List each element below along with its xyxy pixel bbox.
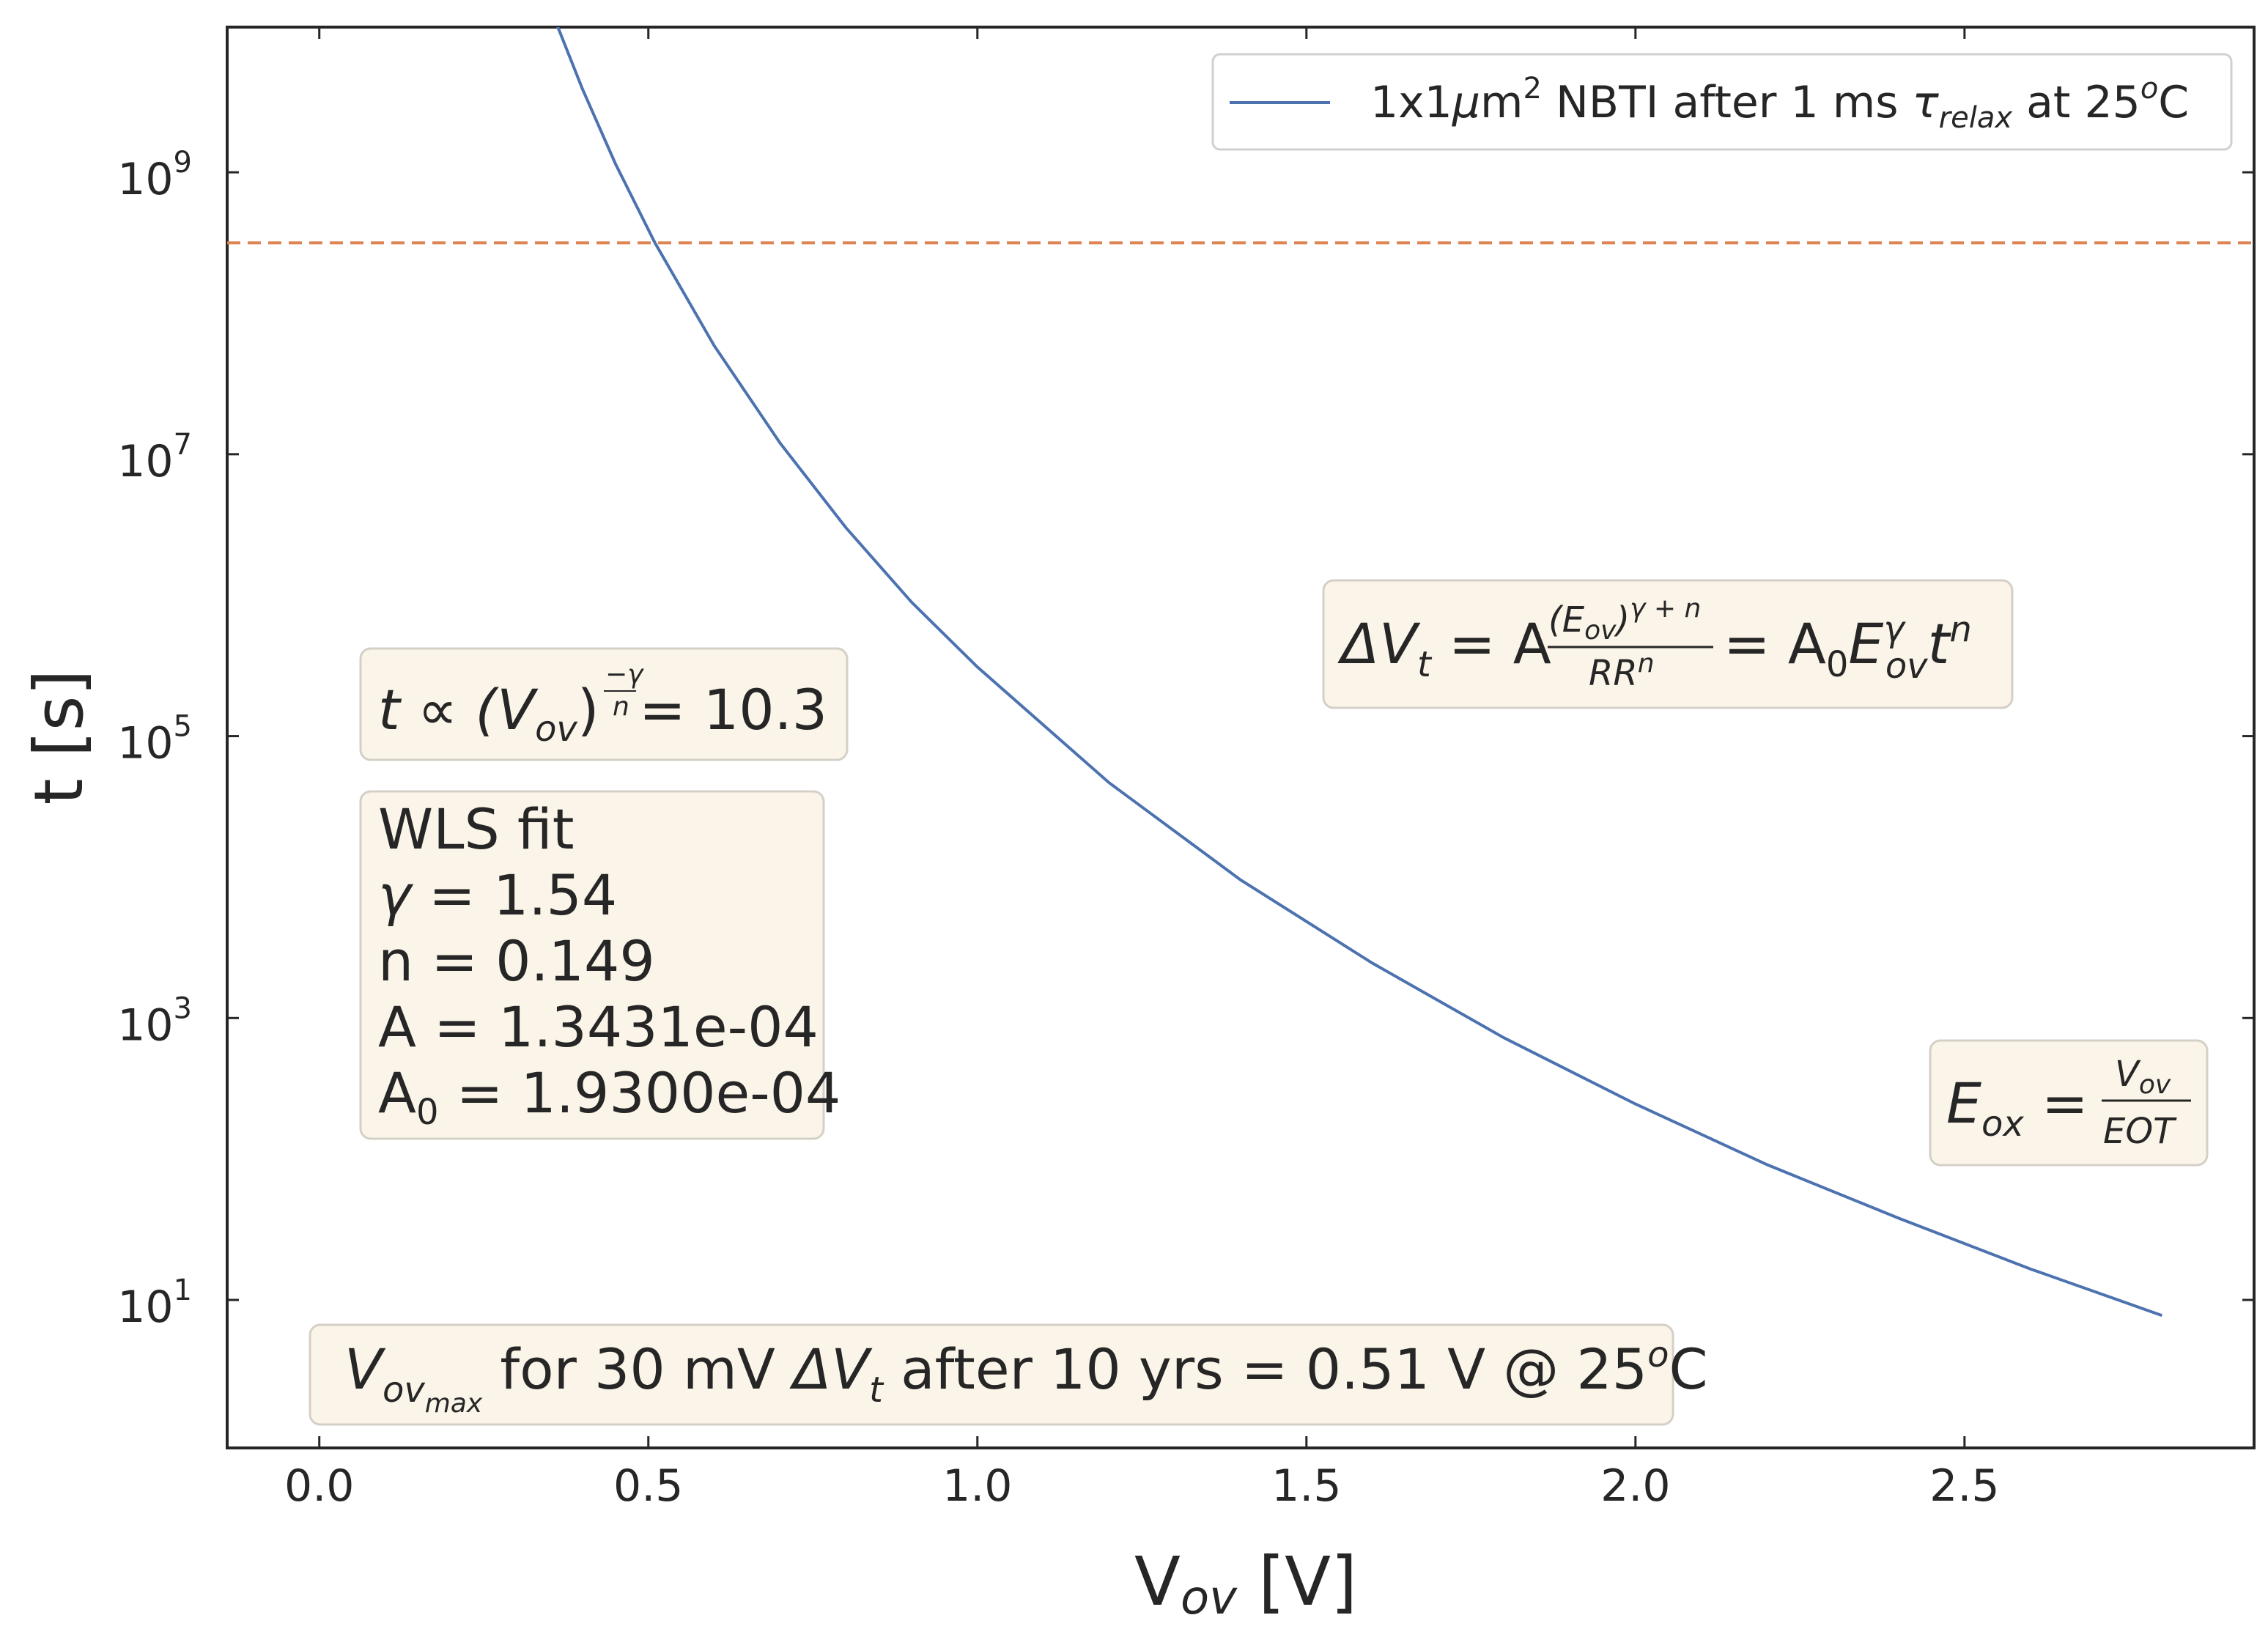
- legend-label: 1x1μm2 NBTI after 1 ms τrelax at 25oC: [1370, 72, 2189, 135]
- x-tick-label: 2.5: [1929, 1460, 1999, 1512]
- eox-numerator: Vov: [2115, 1054, 2171, 1100]
- proportional-exponent-denominator: n: [613, 692, 629, 722]
- proportional-box: t ∝ (Vov) −γ n = 10.3: [359, 647, 849, 761]
- delta-vt-formula-box: ΔVt = A (Eov)γ + n RRn = A0Eγ ovtn: [1322, 579, 2014, 709]
- fit-n: n = 0.149: [378, 928, 655, 994]
- delta-vt-numerator: (Eov)γ + n: [1548, 594, 1701, 646]
- vov-max-text: Vovmax for 30 mV ΔVt after 10 yrs = 0.51…: [344, 1334, 1708, 1419]
- x-tick-label: 2.0: [1600, 1460, 1670, 1512]
- x-tick-label: 0.0: [284, 1460, 354, 1512]
- delta-vt-formula: ΔVt = A: [1337, 611, 1551, 685]
- y-tick-label: 105: [117, 710, 192, 769]
- y-axis-ticks: 101 103 105 107 109: [117, 146, 2254, 1333]
- proportional-formula: t ∝ (Vov): [378, 677, 599, 750]
- plot-frame: [226, 26, 2256, 1449]
- eox-formula-box: Eox = Vov EOT: [1929, 1039, 2209, 1167]
- proportional-value: = 10.3: [639, 677, 827, 742]
- y-tick-label: 107: [117, 428, 192, 487]
- x-axis-title: Vov [V]: [1134, 1542, 1357, 1625]
- delta-vt-rhs: = A0Eγ ovtn: [1724, 609, 1972, 687]
- y-tick-label: 103: [117, 991, 192, 1051]
- delta-vt-denominator: RRn: [1589, 648, 1655, 694]
- fit-a0: A0 = 1.9300e-04: [378, 1060, 841, 1133]
- legend-frame: [1211, 53, 2233, 151]
- fit-title: WLS fit: [378, 797, 575, 862]
- proportional-exponent-numerator: −γ: [605, 659, 644, 690]
- fit-a: A = 1.3431e-04: [378, 994, 819, 1060]
- fit-parameters-box: WLS fit γ = 1.54 n = 0.149 A = 1.3431e-0…: [359, 790, 841, 1140]
- fit-gamma: γ = 1.54: [378, 862, 617, 928]
- eox-lhs: Eox =: [1946, 1071, 2088, 1145]
- x-axis-ticks: 0.0 0.5 1.0 1.5 2.0 2.5: [284, 27, 2000, 1512]
- eox-denominator: EOT: [2103, 1111, 2177, 1152]
- vov-max-box: Vovmax for 30 mV ΔVt after 10 yrs = 0.51…: [309, 1323, 1708, 1426]
- x-tick-label: 1.0: [942, 1460, 1012, 1512]
- x-tick-label: 1.5: [1271, 1460, 1341, 1512]
- legend: 1x1μm2 NBTI after 1 ms τrelax at 25oC: [1211, 53, 2233, 151]
- y-tick-label: 101: [117, 1274, 192, 1333]
- x-tick-label: 0.5: [613, 1460, 683, 1512]
- y-axis-title: t [s]: [20, 669, 98, 805]
- nbti-lifetime-curve: [556, 27, 2162, 1318]
- y-tick-label: 109: [117, 146, 192, 205]
